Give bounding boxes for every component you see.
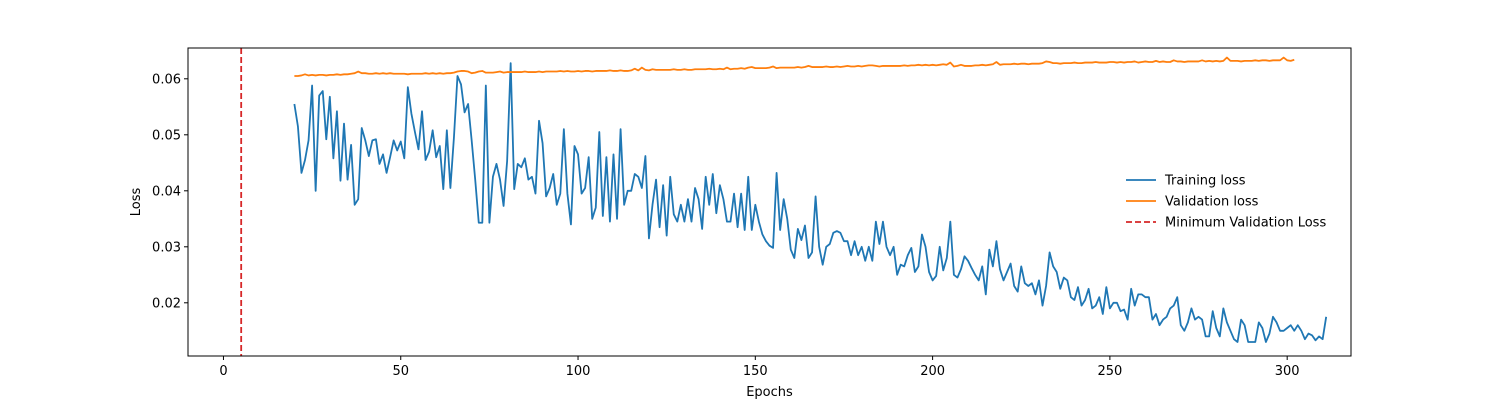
- series-layer: [240, 48, 1328, 356]
- y-axis-label: Loss: [129, 188, 144, 217]
- legend: Training loss Validation loss Minimum Vali…: [1126, 174, 1326, 231]
- legend-label: Training loss: [1164, 174, 1246, 189]
- legend-item-validation-loss: Validation loss: [1126, 195, 1259, 210]
- y-tick-label: 0.03: [152, 240, 181, 255]
- legend-label: Minimum Validation Loss: [1165, 216, 1326, 231]
- x-tick-label: 250: [1097, 364, 1122, 379]
- x-tick-label: 200: [920, 364, 945, 379]
- legend-item-training-loss: Training loss: [1126, 174, 1246, 189]
- x-tick-label: 150: [743, 364, 768, 379]
- y-tick-label: 0.02: [152, 296, 181, 311]
- y-tick-label: 0.06: [152, 72, 181, 87]
- x-tick-label: 300: [1275, 364, 1300, 379]
- x-axis-label: Epochs: [746, 385, 793, 400]
- y-axis: 0.02 0.03 0.04 0.05 0.06: [152, 72, 188, 311]
- x-tick-label: 50: [392, 364, 409, 379]
- plot-frame: [187, 47, 1352, 357]
- series-line-training-loss: [293, 62, 1328, 343]
- x-tick-label: 0: [219, 364, 227, 379]
- y-tick-label: 0.05: [152, 128, 181, 143]
- legend-label: Validation loss: [1165, 195, 1259, 210]
- x-tick-label: 100: [566, 364, 591, 379]
- x-axis: 0 50 100 150 200 250 300: [219, 356, 1300, 379]
- y-tick-label: 0.04: [152, 184, 181, 199]
- series-line-validation-loss: [294, 56, 1295, 77]
- legend-item-min-validation-loss: Minimum Validation Loss: [1126, 216, 1326, 231]
